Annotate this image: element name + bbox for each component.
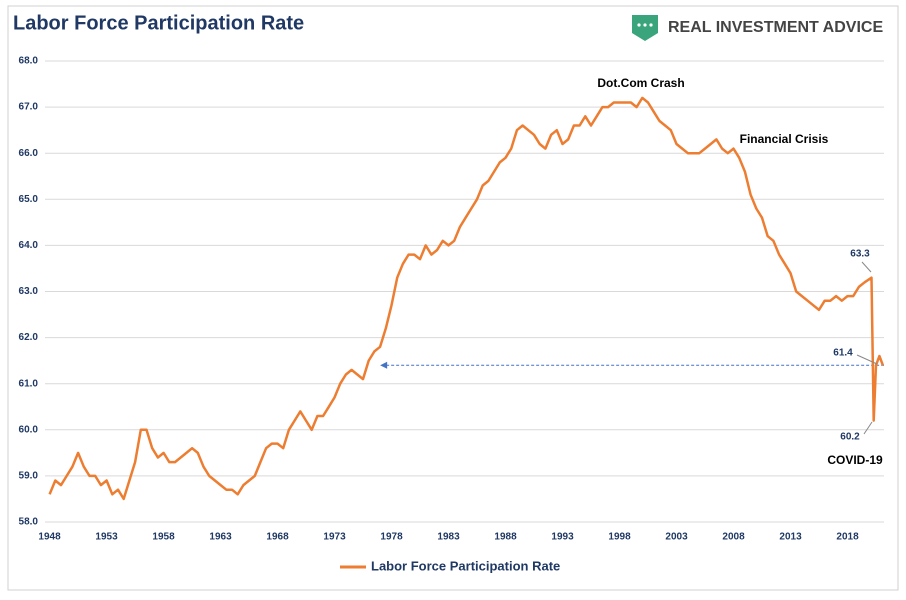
logo-dot bbox=[649, 23, 653, 27]
x-tick-label: 1948 bbox=[38, 532, 61, 543]
logo-dot bbox=[637, 23, 641, 27]
annotation: Dot.Com Crash bbox=[597, 76, 684, 90]
x-tick-label: 2013 bbox=[779, 532, 802, 543]
y-tick-label: 59.0 bbox=[19, 471, 39, 482]
x-tick-label: 1958 bbox=[152, 532, 175, 543]
x-tick-label: 1963 bbox=[209, 532, 232, 543]
y-tick-label: 67.0 bbox=[19, 102, 39, 113]
logo-dot bbox=[643, 23, 647, 27]
series-line bbox=[48, 96, 885, 501]
x-tick-label: 1993 bbox=[551, 532, 574, 543]
annotation: COVID-19 bbox=[827, 453, 883, 467]
arrow-head bbox=[380, 361, 388, 369]
x-tick-label: 2003 bbox=[665, 532, 688, 543]
y-tick-label: 63.0 bbox=[19, 286, 39, 297]
chart-title: Labor Force Participation Rate bbox=[13, 12, 304, 34]
x-tick-label: 2008 bbox=[722, 532, 745, 543]
x-tick-label: 1978 bbox=[380, 532, 403, 543]
frame bbox=[7, 5, 899, 591]
x-tick-label: 1988 bbox=[494, 532, 517, 543]
leader-line bbox=[856, 354, 878, 365]
logo-shield bbox=[632, 15, 658, 41]
point-label: 63.3 bbox=[850, 249, 870, 260]
y-tick-label: 58.0 bbox=[19, 517, 39, 528]
y-tick-label: 65.0 bbox=[19, 194, 39, 205]
annotation: Financial Crisis bbox=[740, 132, 829, 146]
leader-line bbox=[861, 261, 872, 273]
leader-line bbox=[863, 421, 873, 435]
x-tick-label: 2018 bbox=[836, 532, 859, 543]
y-tick-label: 66.0 bbox=[19, 148, 39, 159]
x-tick-label: 1998 bbox=[608, 532, 631, 543]
y-tick-label: 68.0 bbox=[19, 56, 39, 67]
x-tick-label: 1953 bbox=[95, 532, 118, 543]
y-tick-label: 61.0 bbox=[19, 378, 39, 389]
x-tick-label: 1968 bbox=[266, 532, 289, 543]
point-label: 60.2 bbox=[840, 432, 860, 443]
x-tick-label: 1973 bbox=[323, 532, 346, 543]
y-tick-label: 64.0 bbox=[19, 240, 39, 251]
y-tick-label: 60.0 bbox=[19, 424, 39, 435]
y-tick-label: 62.0 bbox=[19, 332, 39, 343]
legend-label: Labor Force Participation Rate bbox=[371, 558, 560, 573]
x-tick-label: 1983 bbox=[437, 532, 460, 543]
logo: REAL INVESTMENT ADVICE bbox=[632, 15, 883, 41]
brand: REAL INVESTMENT ADVICE bbox=[668, 19, 883, 36]
point-label: 61.4 bbox=[833, 348, 853, 359]
